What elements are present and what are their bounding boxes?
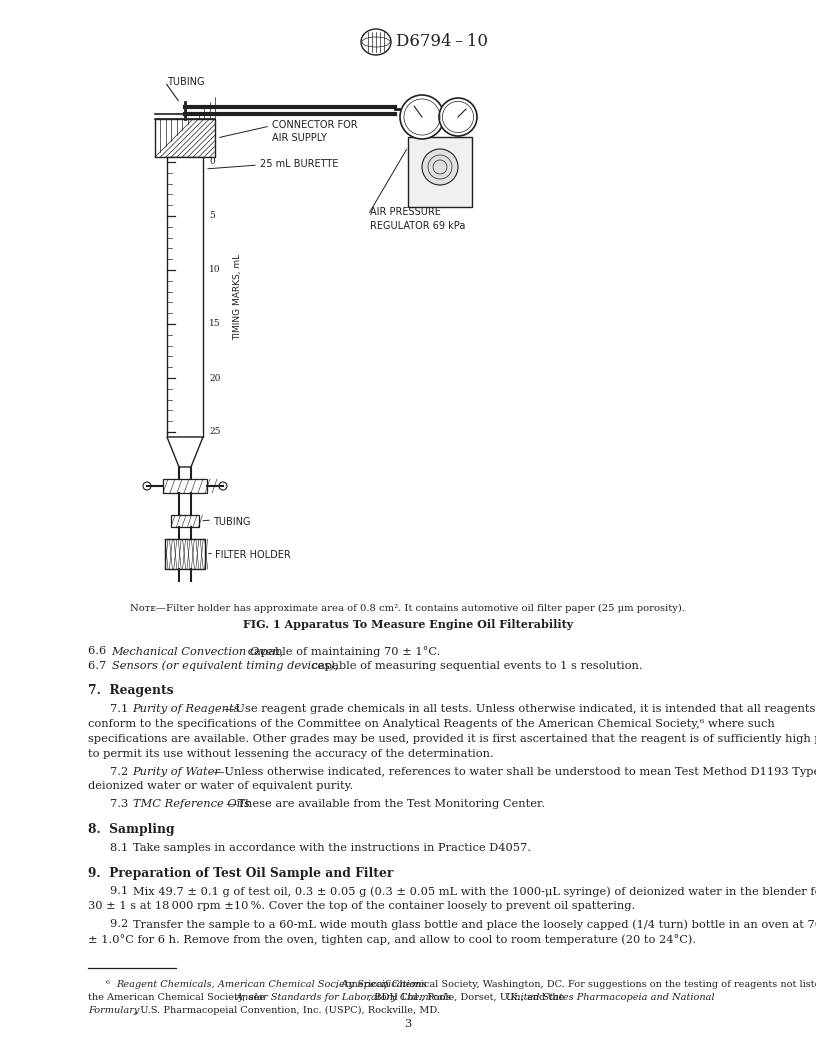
Text: Purity of Reagents: Purity of Reagents	[132, 704, 240, 715]
Text: 10: 10	[209, 265, 220, 275]
Text: United States Pharmacopeia and National: United States Pharmacopeia and National	[507, 993, 715, 1002]
Text: Formulary: Formulary	[88, 1006, 140, 1015]
Text: REGULATOR 69 kPa: REGULATOR 69 kPa	[370, 221, 465, 231]
Text: , U.S. Pharmacopeial Convention, Inc. (USPC), Rockville, MD.: , U.S. Pharmacopeial Convention, Inc. (U…	[134, 1006, 440, 1015]
Text: conform to the specifications of the Committee on Analytical Reagents of the Ame: conform to the specifications of the Com…	[88, 719, 774, 730]
Text: 15: 15	[209, 320, 220, 328]
Polygon shape	[167, 437, 203, 467]
Circle shape	[143, 482, 151, 490]
Text: 25 mL BURETTE: 25 mL BURETTE	[260, 159, 339, 169]
Text: CONNECTOR FOR: CONNECTOR FOR	[272, 120, 357, 130]
Text: Mix 49.7 ± 0.1 g of test oil, 0.3 ± 0.05 g (0.3 ± 0.05 mL with the 1000-μL syrin: Mix 49.7 ± 0.1 g of test oil, 0.3 ± 0.05…	[132, 886, 816, 897]
Text: 30 ± 1 s at 18 000 rpm ±10 %. Cover the top of the container loosely to prevent : 30 ± 1 s at 18 000 rpm ±10 %. Cover the …	[88, 902, 635, 911]
Text: TIMING MARKS, mL: TIMING MARKS, mL	[233, 253, 242, 340]
Text: 8.  Sampling: 8. Sampling	[88, 823, 175, 836]
Text: AIR PRESSURE: AIR PRESSURE	[370, 207, 441, 216]
Text: Mechanical Convection Oven,: Mechanical Convection Oven,	[112, 646, 284, 656]
Text: the American Chemical Society, see: the American Chemical Society, see	[88, 993, 268, 1002]
Text: 25: 25	[209, 428, 220, 436]
Text: FILTER HOLDER: FILTER HOLDER	[215, 550, 290, 560]
Text: FIG. 1 Apparatus To Measure Engine Oil Filterability: FIG. 1 Apparatus To Measure Engine Oil F…	[243, 620, 573, 630]
Text: ± 1.0°C for 6 h. Remove from the oven, tighten cap, and allow to cool to room te: ± 1.0°C for 6 h. Remove from the oven, t…	[88, 934, 696, 945]
Ellipse shape	[361, 29, 391, 55]
Text: Purity of Water: Purity of Water	[132, 767, 220, 776]
Text: 3: 3	[405, 1019, 411, 1029]
Text: Reagent Chemicals, American Chemical Society Specifications: Reagent Chemicals, American Chemical Soc…	[116, 980, 427, 989]
Text: ⁶: ⁶	[106, 980, 113, 989]
Text: 0: 0	[209, 157, 215, 167]
Bar	[155, 119, 215, 157]
Text: 9.1: 9.1	[110, 886, 135, 897]
Text: capable of measuring sequential events to 1 s resolution.: capable of measuring sequential events t…	[308, 661, 642, 671]
Text: Take samples in accordance with the instructions in Practice D4057.: Take samples in accordance with the inst…	[132, 843, 530, 853]
Text: , BDH Ltd., Poole, Dorset, U.K., and the: , BDH Ltd., Poole, Dorset, U.K., and the	[368, 993, 567, 1002]
Text: to permit its use without lessening the accuracy of the determination.: to permit its use without lessening the …	[88, 749, 494, 759]
Text: Transfer the sample to a 60-mL wide mouth glass bottle and place the loosely cap: Transfer the sample to a 60-mL wide mout…	[132, 919, 816, 929]
Text: 9.  Preparation of Test Oil Sample and Filter: 9. Preparation of Test Oil Sample and Fi…	[88, 867, 393, 880]
Text: 7.2: 7.2	[110, 767, 135, 776]
Text: TMC Reference Oils: TMC Reference Oils	[132, 799, 250, 809]
Text: AIR SUPPLY: AIR SUPPLY	[272, 133, 327, 143]
Text: 7.3: 7.3	[110, 799, 135, 809]
Text: Nᴏᴛᴇ—Filter holder has approximate area of 0.8 cm². It contains automotive oil f: Nᴏᴛᴇ—Filter holder has approximate area …	[131, 604, 685, 614]
Text: 6.6: 6.6	[88, 646, 113, 656]
Text: 6.7: 6.7	[88, 661, 113, 671]
Bar	[171, 515, 199, 527]
Text: 8.1: 8.1	[110, 843, 135, 853]
Text: specifications are available. Other grades may be used, provided it is first asc: specifications are available. Other grad…	[88, 734, 816, 744]
Text: —These are available from the Test Monitoring Center.: —These are available from the Test Monit…	[227, 799, 546, 809]
Circle shape	[219, 482, 227, 490]
Text: 7.  Reagents: 7. Reagents	[88, 684, 174, 697]
Text: —Unless otherwise indicated, references to water shall be understood to mean Tes: —Unless otherwise indicated, references …	[214, 767, 816, 776]
Bar	[165, 539, 205, 569]
Bar	[163, 479, 207, 493]
Circle shape	[439, 98, 477, 136]
Bar	[167, 157, 203, 437]
Bar	[408, 137, 472, 207]
Text: 9.2: 9.2	[110, 919, 135, 929]
Text: 5: 5	[209, 211, 215, 221]
Text: D6794 – 10: D6794 – 10	[396, 34, 488, 51]
Text: 7.1: 7.1	[110, 704, 135, 715]
Text: 20: 20	[209, 374, 220, 382]
Text: Analar Standards for Laboratory Chemicals: Analar Standards for Laboratory Chemical…	[236, 993, 452, 1002]
Text: Sensors (or equivalent timing devices),: Sensors (or equivalent timing devices),	[112, 661, 338, 672]
Text: —Use reagent grade chemicals in all tests. Unless otherwise indicated, it is int: —Use reagent grade chemicals in all test…	[224, 704, 816, 715]
Text: TUBING: TUBING	[167, 77, 205, 87]
Circle shape	[400, 95, 444, 139]
Text: capable of maintaining 70 ± 1°C.: capable of maintaining 70 ± 1°C.	[245, 646, 441, 657]
Text: deionized water or water of equivalent purity.: deionized water or water of equivalent p…	[88, 781, 353, 791]
Text: , American Chemical Society, Washington, DC. For suggestions on the testing of r: , American Chemical Society, Washington,…	[332, 980, 816, 989]
Text: TUBING: TUBING	[213, 517, 251, 527]
Circle shape	[422, 149, 458, 185]
